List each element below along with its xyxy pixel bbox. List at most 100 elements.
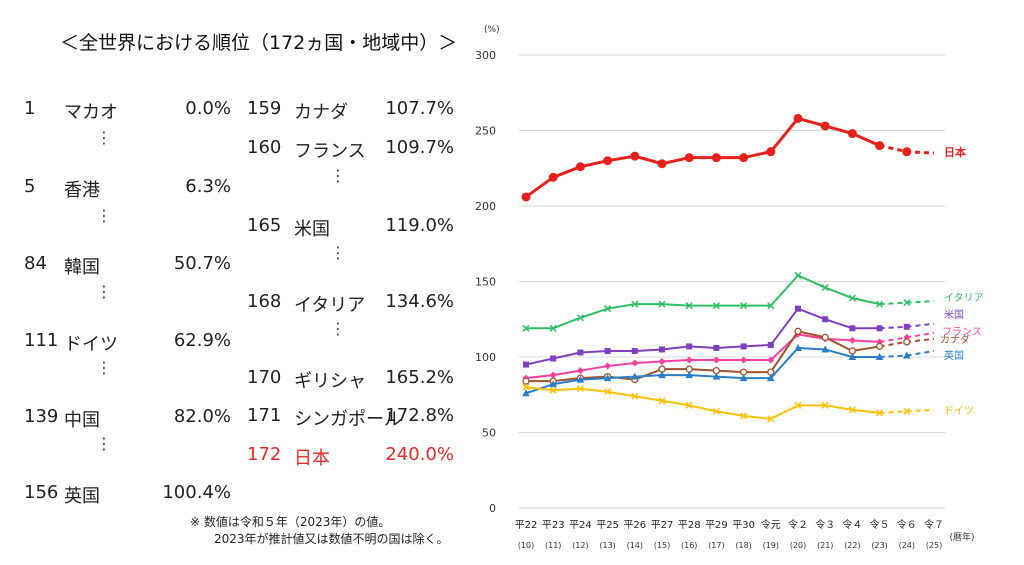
country-name: マカオ (64, 102, 118, 123)
country-name: 英国 (64, 486, 100, 507)
rank-value: 240.0% (385, 444, 454, 465)
series-line (525, 307, 880, 366)
x-tick-label: 令４ (842, 518, 862, 531)
data-point (903, 338, 911, 346)
rank-number: 168 (247, 291, 282, 312)
data-point (767, 374, 775, 382)
data-point (739, 153, 749, 163)
data-point (712, 372, 721, 380)
rank-value: 172.8% (385, 405, 454, 426)
data-point (603, 374, 612, 382)
series-line (525, 386, 880, 420)
rank-value: 82.0% (173, 406, 231, 427)
footnote-line-2: 2023年が推計値又は数値不明の国は除く。 (214, 532, 449, 546)
data-point (658, 371, 666, 379)
ellipsis: ⋮ (330, 319, 346, 338)
ellipsis: ⋮ (96, 358, 112, 377)
data-point (740, 412, 748, 420)
data-point (902, 147, 912, 157)
data-point (577, 349, 584, 356)
data-point (739, 374, 748, 382)
data-point (848, 406, 856, 414)
data-point (631, 347, 638, 354)
ellipsis: ⋮ (96, 434, 112, 453)
data-point (549, 380, 557, 388)
x-tick-label: 平25 (596, 520, 619, 531)
data-point (522, 377, 530, 385)
data-point (631, 372, 639, 380)
data-point (794, 401, 802, 409)
country-name: 日本 (294, 448, 330, 469)
rank-value: 107.7% (385, 98, 454, 119)
x-tick-year: (23) (871, 541, 887, 550)
series-line (526, 274, 880, 330)
data-point (604, 388, 612, 396)
y-tick-label: 200 (475, 200, 496, 213)
rank-number: 159 (247, 98, 282, 119)
data-point (631, 359, 639, 367)
y-tick-label: 300 (475, 49, 496, 62)
rank-value: 165.2% (385, 367, 454, 388)
country-name: 韓国 (64, 257, 100, 278)
data-point (903, 323, 910, 330)
x-tick-label: 平23 (542, 520, 565, 531)
data-point (631, 392, 639, 400)
page-title: ＜全世界における順位（172ヵ国・地域中）＞ (60, 32, 458, 54)
data-point (549, 371, 557, 379)
data-point (658, 397, 666, 405)
data-point (521, 192, 531, 202)
rank-value: 100.4% (162, 482, 231, 503)
x-tick-year: (20) (790, 541, 806, 550)
data-point (740, 302, 748, 310)
data-point (848, 336, 856, 344)
data-point (576, 367, 584, 375)
data-point (604, 362, 612, 370)
data-point (821, 345, 829, 353)
data-point (713, 344, 720, 351)
rank-value: 6.3% (185, 176, 231, 197)
data-point (821, 401, 829, 409)
y-axis-unit: (%) (484, 25, 500, 35)
x-tick-label: 平27 (651, 520, 674, 531)
country-name: カナダ (294, 102, 348, 123)
country-name: フランス (294, 141, 366, 162)
x-tick-label: 令２ (788, 518, 808, 531)
data-point (794, 271, 802, 279)
x-tick-year: (17) (708, 541, 724, 550)
data-point (550, 355, 557, 362)
x-tick-label: 平26 (623, 520, 646, 531)
data-point (604, 347, 611, 354)
series-line (525, 346, 880, 395)
x-tick-label: 平28 (678, 520, 701, 531)
y-tick-label: 0 (489, 502, 496, 515)
series-label: 米国 (944, 308, 964, 321)
rank-number: 165 (247, 215, 282, 236)
rank-number: 5 (24, 176, 36, 197)
country-name: 香港 (64, 180, 100, 201)
ellipsis: ⋮ (96, 206, 112, 225)
x-tick-label: 平24 (569, 520, 592, 531)
data-point (795, 305, 801, 312)
data-point (822, 316, 829, 323)
data-point (659, 346, 665, 353)
data-point (793, 113, 803, 123)
data-point (767, 302, 775, 310)
ellipsis: ⋮ (96, 282, 112, 301)
country-name: イタリア (294, 295, 366, 316)
data-point (847, 129, 857, 139)
rank-number: 1 (24, 98, 36, 119)
country-name: ドイツ (64, 334, 118, 355)
data-point (876, 325, 883, 332)
data-point (631, 300, 639, 308)
data-point (548, 172, 558, 182)
data-point (820, 121, 830, 131)
data-point (903, 299, 911, 307)
data-point (522, 389, 530, 397)
rank-number: 171 (247, 405, 282, 426)
country-name: シンガポール (294, 409, 402, 430)
data-point (630, 151, 640, 161)
rank-value: 109.7% (385, 137, 454, 158)
country-name: 米国 (294, 219, 330, 240)
y-tick-label: 250 (475, 125, 496, 138)
data-point (603, 156, 613, 166)
